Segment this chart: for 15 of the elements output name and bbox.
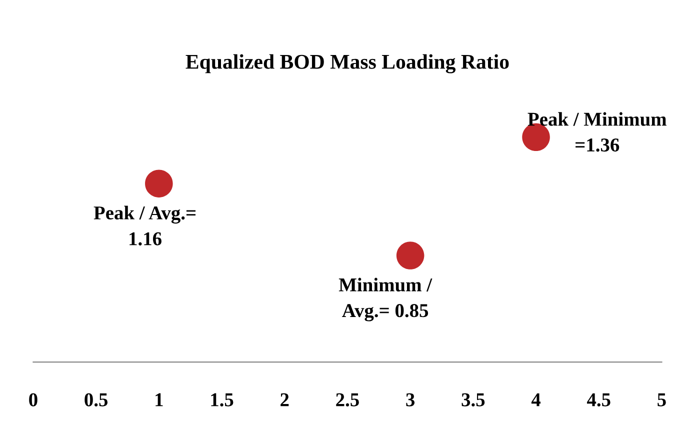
data-label: Minimum / Avg.= 0.85 [338,278,432,322]
data-label: Peak / Minimum =1.36 [528,112,666,152]
x-tick-label: 2 [280,393,289,406]
x-tick-label: 5 [658,393,666,406]
x-tick-label: 1.5 [211,393,234,406]
x-tick-label: 0 [29,393,38,406]
chart-title: Equalized BOD Mass Loading Ratio [186,54,509,74]
x-tick-label: 3 [406,393,415,406]
data-label: Peak / Avg.= 1.16 [94,206,196,246]
x-tick-label: 1 [156,393,163,406]
x-tick-label: 4 [531,393,541,406]
x-tick-label: 3.5 [462,393,485,406]
x-tick-label: 2.5 [336,393,359,406]
x-tick-label: 0.5 [84,393,108,406]
x-tick-label: 4.5 [586,393,610,406]
